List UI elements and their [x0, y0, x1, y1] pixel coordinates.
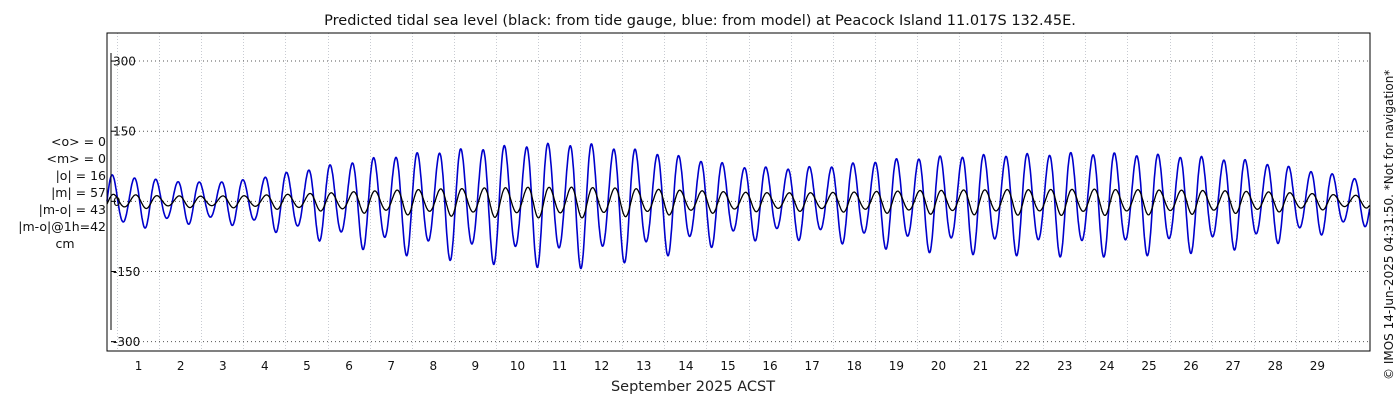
x-tick-label: 11: [552, 359, 567, 373]
x-tick-label: 27: [1226, 359, 1241, 373]
x-tick-label: 17: [805, 359, 820, 373]
mean-observed-stat: <o> = 0: [51, 134, 106, 149]
x-tick-label: 8: [429, 359, 437, 373]
abs-model-stat: |m| = 57: [51, 185, 106, 200]
x-tick-label: 29: [1310, 359, 1325, 373]
x-tick-label: 10: [510, 359, 525, 373]
x-tick-label: 20: [931, 359, 946, 373]
x-tick-label: 15: [720, 359, 735, 373]
x-tick-label: 5: [303, 359, 311, 373]
x-tick-label: 14: [678, 359, 693, 373]
series-layer: [106, 142, 1371, 270]
x-tick-label: 21: [973, 359, 988, 373]
tide-gauge-series-line: [106, 186, 1371, 219]
x-tick-label: 4: [261, 359, 269, 373]
x-tick-label: 18: [847, 359, 862, 373]
x-tick-label: 3: [219, 359, 227, 373]
x-tick-label: 1: [135, 359, 143, 373]
x-tick-label: 13: [636, 359, 651, 373]
statistics-panel: <o> = 0 <m> = 0 |o| = 16 |m| = 57 |m-o| …: [10, 133, 106, 252]
x-tick-label: 24: [1099, 359, 1114, 373]
abs-observed-stat: |o| = 16: [55, 168, 106, 183]
x-tick-label: 12: [594, 359, 609, 373]
x-tick-label: 19: [889, 359, 904, 373]
abs-difference-1h-stat: |m-o|@1h=42: [18, 219, 106, 234]
x-tick-label: 16: [762, 359, 777, 373]
x-axis-ticks: 1 2 3 4 5 6 7 8 9 10 11 12 13 14 15 16 17 18 19 20 21 22 23 24 2…: [135, 359, 1325, 373]
y-tick-label: -150: [113, 265, 140, 279]
mean-model-stat: <m> = 0: [46, 151, 107, 166]
x-tick-label: 26: [1183, 359, 1198, 373]
copyright-credit: © IMOS 14-Jun-2025 04:31:50. *Not for na…: [1382, 69, 1396, 380]
x-tick-label: 25: [1141, 359, 1156, 373]
x-tick-label: 7: [387, 359, 395, 373]
chart-title: Predicted tidal sea level (black: from t…: [324, 13, 1076, 29]
plot-frame: [106, 32, 1371, 352]
x-axis-label: September 2025 ACST: [611, 379, 775, 395]
x-tick-label: 22: [1015, 359, 1030, 373]
stats-unit: cm: [55, 236, 75, 251]
x-tick-label: 28: [1268, 359, 1283, 373]
y-tick-label: 150: [113, 125, 136, 139]
y-axis-ticks: 300 150 0 -150 -300: [111, 55, 140, 349]
y-tick-label: 300: [113, 55, 136, 69]
x-tick-label: 9: [472, 359, 480, 373]
x-tick-label: 23: [1057, 359, 1072, 373]
x-tick-label: 6: [345, 359, 353, 373]
y-tick-label: -300: [113, 335, 140, 349]
abs-difference-stat: |m-o| = 43: [38, 202, 106, 217]
y-tick-label: 0: [113, 195, 121, 209]
x-tick-label: 2: [177, 359, 185, 373]
